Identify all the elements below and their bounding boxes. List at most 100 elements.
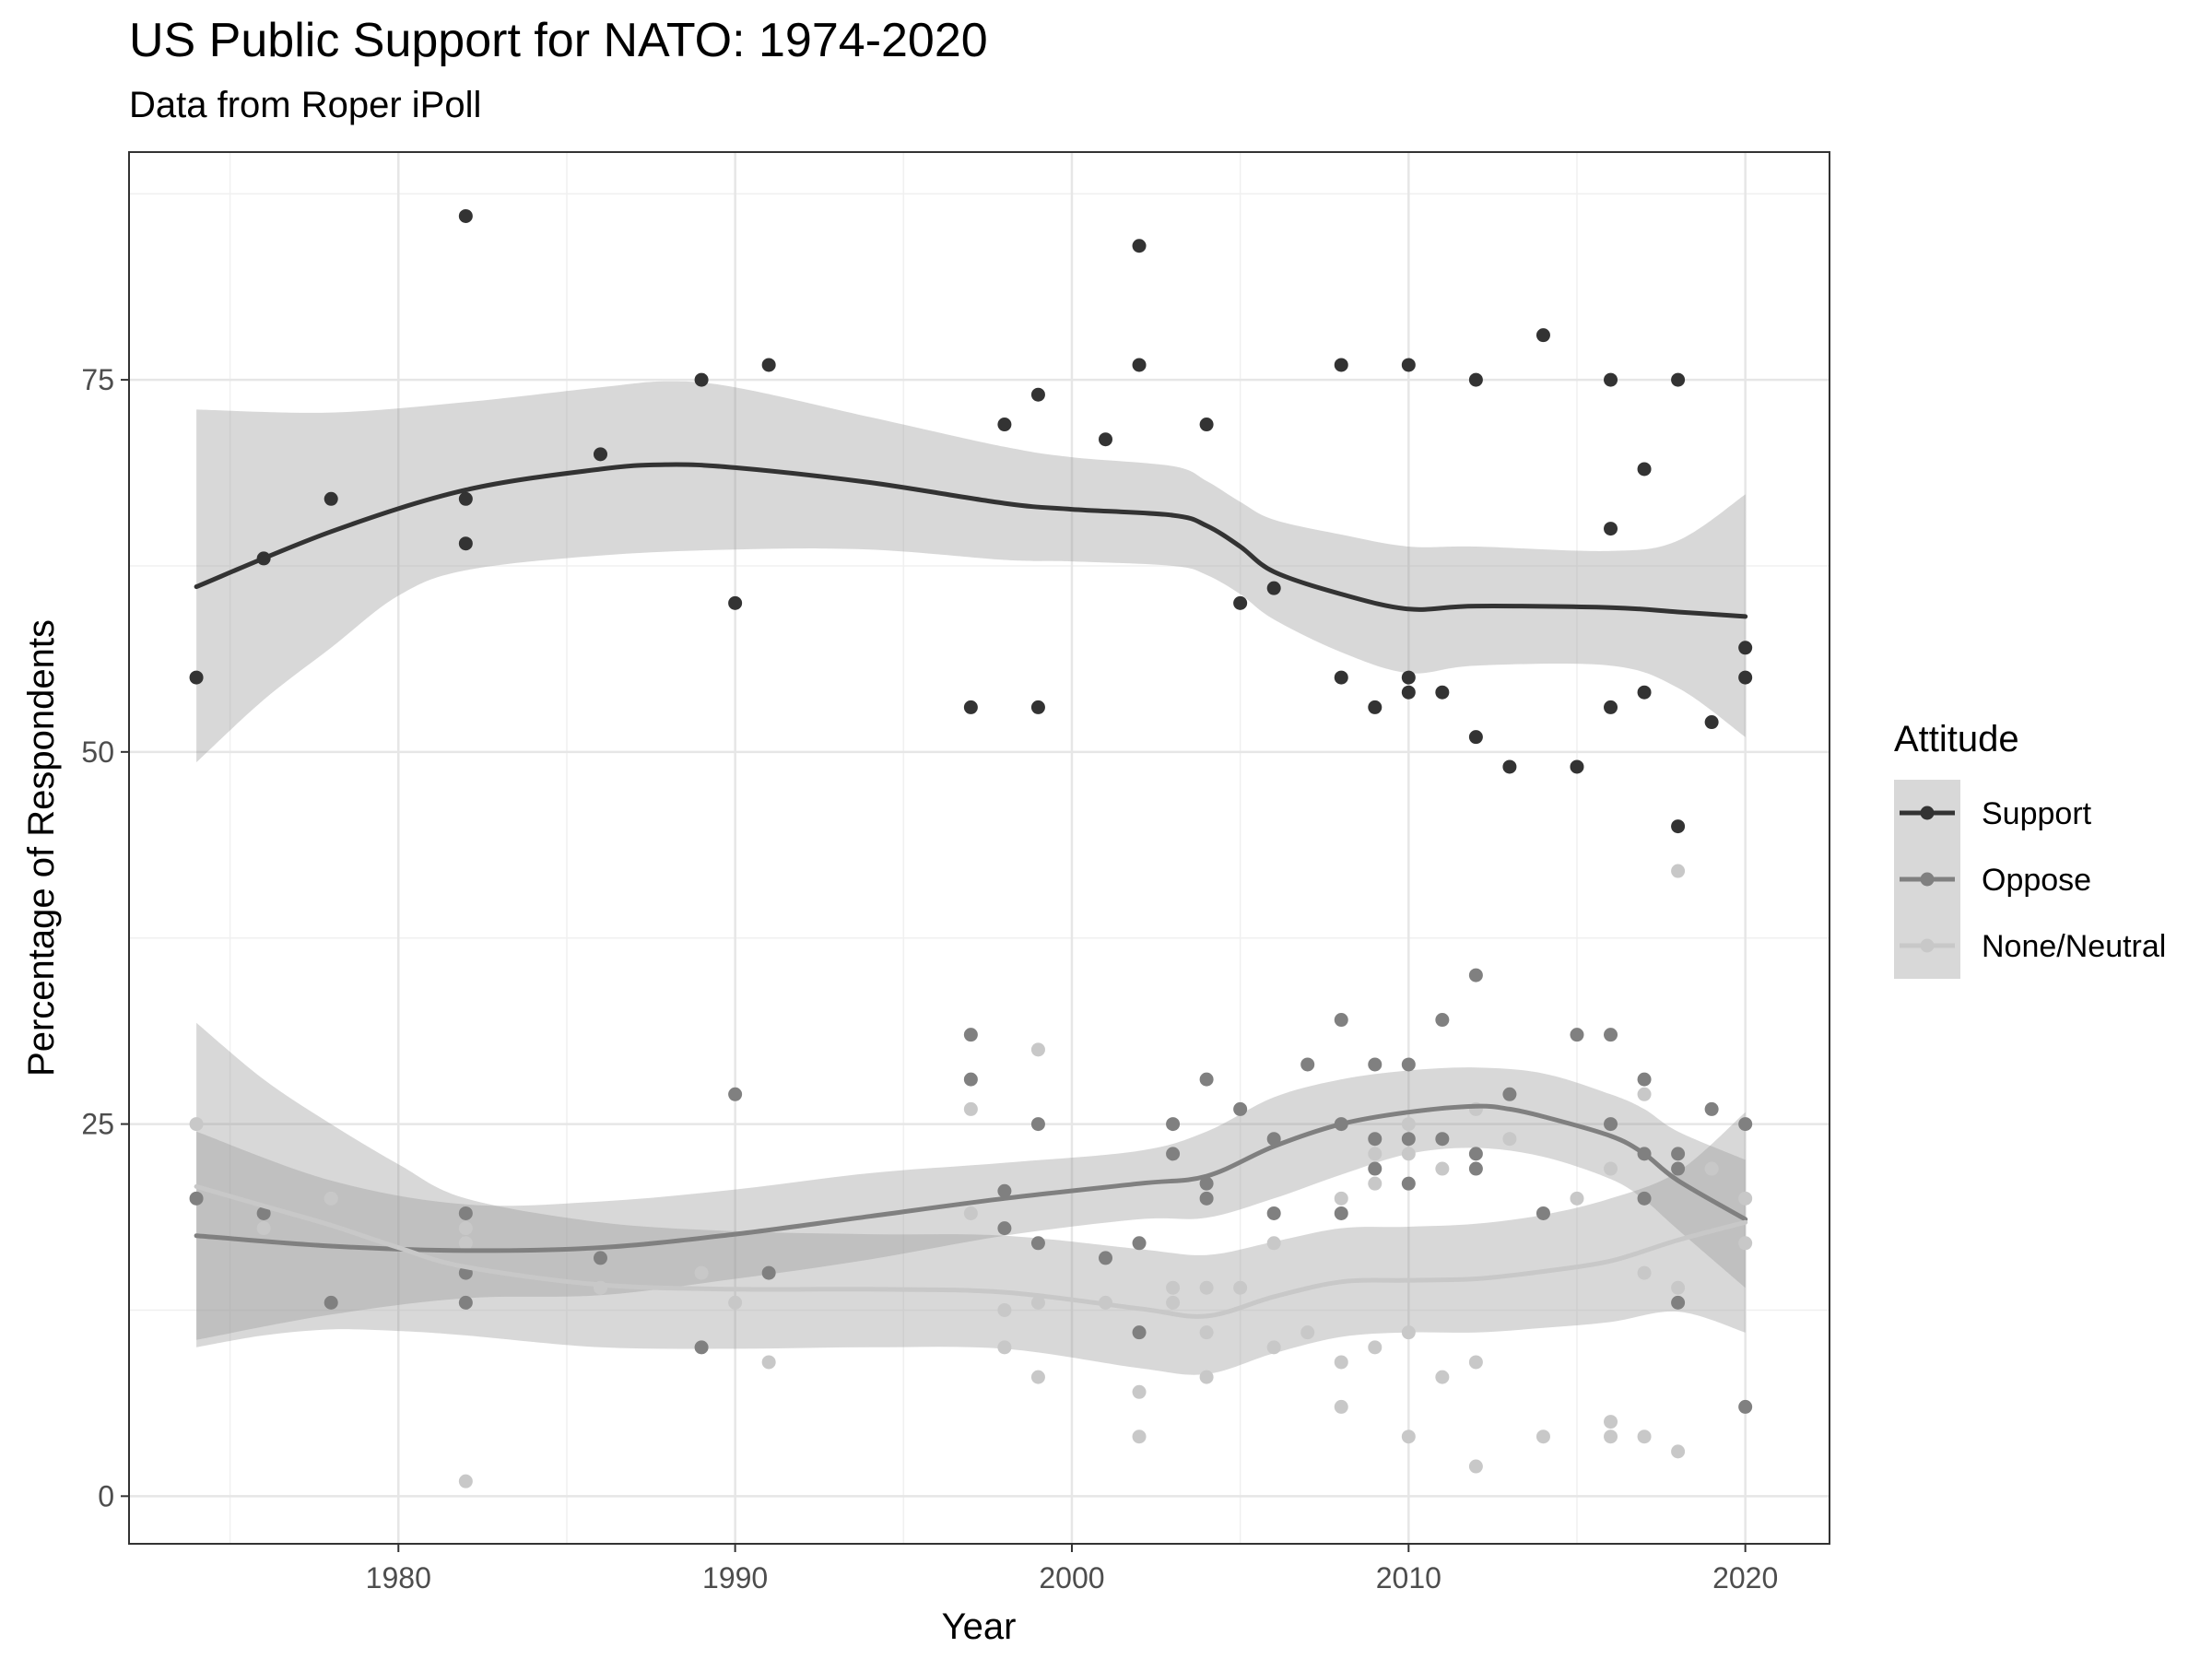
point-support (1637, 462, 1652, 477)
point-support (1401, 670, 1416, 685)
grid-layer (129, 152, 1830, 1544)
point-support (1738, 670, 1753, 685)
point-support (1401, 685, 1416, 700)
chart-subtitle: Data from Roper iPoll (129, 85, 482, 125)
point-none-neutral (1199, 1370, 1214, 1384)
legend-label-none-neutral: None/Neutral (1982, 929, 2166, 964)
point-none-neutral (694, 1265, 709, 1280)
y-axis-ticks: 0 25 50 75 (81, 363, 129, 1512)
point-none-neutral (1671, 864, 1686, 878)
point-none-neutral (1334, 1191, 1348, 1206)
point-oppose (1604, 1028, 1618, 1042)
trend-line-oppose (194, 1103, 1748, 1253)
point-none-neutral (1738, 1191, 1753, 1206)
point-support (1368, 700, 1382, 714)
point-none-neutral (1334, 1355, 1348, 1370)
point-none-neutral (1704, 1161, 1719, 1176)
point-support (1099, 432, 1113, 447)
point-none-neutral (1030, 1042, 1045, 1057)
point-support (1199, 418, 1214, 432)
point-none-neutral (1604, 1430, 1618, 1444)
point-oppose (1132, 1325, 1147, 1340)
point-oppose (1738, 1117, 1753, 1132)
point-oppose (1199, 1176, 1214, 1191)
y-axis-label: Percentage of Respondents (21, 619, 62, 1077)
point-support (997, 418, 1012, 432)
point-support (1233, 595, 1248, 610)
point-oppose (997, 1221, 1012, 1236)
point-oppose (728, 1087, 743, 1101)
point-support (1570, 759, 1584, 774)
legend-title: Attitude (1894, 719, 2019, 759)
legend-point-support (1920, 806, 1935, 820)
point-oppose (1671, 1147, 1686, 1161)
point-none-neutral (1030, 1370, 1045, 1384)
point-none-neutral (1266, 1340, 1281, 1355)
band-none-neutral (196, 1022, 1746, 1375)
point-oppose (1468, 1147, 1483, 1161)
point-oppose (963, 1072, 978, 1087)
point-none-neutral (1401, 1147, 1416, 1161)
point-support (1738, 641, 1753, 655)
panel-background (129, 152, 1830, 1544)
legend: Attitude Support Oppose None/Neutral (1894, 719, 2166, 979)
point-oppose (694, 1340, 709, 1355)
point-support (1132, 239, 1147, 253)
point-support (1704, 715, 1719, 730)
point-support (728, 595, 743, 610)
point-oppose (1132, 1236, 1147, 1251)
point-oppose (1166, 1147, 1181, 1161)
point-none-neutral (256, 1221, 271, 1236)
point-oppose (324, 1295, 338, 1310)
point-oppose (1401, 1176, 1416, 1191)
point-none-neutral (1604, 1415, 1618, 1430)
point-oppose (1199, 1191, 1214, 1206)
point-oppose (1030, 1236, 1045, 1251)
legend-keys: Support Oppose None/Neutral (1894, 780, 2166, 979)
point-support (1132, 358, 1147, 372)
point-support (1266, 581, 1281, 595)
point-oppose (1502, 1087, 1517, 1101)
trend-line-support (194, 462, 1748, 619)
x-tick-label: 1980 (366, 1561, 431, 1594)
point-none-neutral (1468, 1459, 1483, 1474)
point-oppose (1435, 1013, 1450, 1028)
x-tick-label: 2000 (1039, 1561, 1104, 1594)
point-oppose (1401, 1132, 1416, 1147)
point-none-neutral (1671, 1444, 1686, 1459)
point-oppose (1435, 1132, 1450, 1147)
point-none-neutral (1570, 1191, 1584, 1206)
point-oppose (1334, 1206, 1348, 1220)
point-oppose (1233, 1101, 1248, 1116)
point-none-neutral (761, 1355, 776, 1370)
point-none-neutral (1502, 1132, 1517, 1147)
point-none-neutral (1468, 1355, 1483, 1370)
point-oppose (1300, 1057, 1315, 1072)
trend-line-none-neutral (194, 1183, 1748, 1319)
point-support (1468, 730, 1483, 745)
point-none-neutral (458, 1221, 473, 1236)
trend-lines (194, 462, 1748, 1319)
point-support (324, 491, 338, 506)
point-none-neutral (1535, 1430, 1550, 1444)
point-support (458, 491, 473, 506)
point-oppose (1334, 1013, 1348, 1028)
point-support (761, 358, 776, 372)
point-support (694, 372, 709, 387)
legend-point-oppose (1920, 872, 1935, 887)
point-oppose (1468, 1161, 1483, 1176)
point-oppose (1704, 1101, 1719, 1116)
point-oppose (1671, 1295, 1686, 1310)
y-tick-label: 50 (81, 735, 114, 769)
point-support (458, 536, 473, 551)
point-none-neutral (1401, 1430, 1416, 1444)
point-none-neutral (324, 1191, 338, 1206)
point-support (1468, 372, 1483, 387)
point-support (593, 447, 607, 462)
point-oppose (458, 1295, 473, 1310)
point-none-neutral (963, 1101, 978, 1116)
point-support (1401, 358, 1416, 372)
x-axis-ticks: 1980 1990 2000 2010 2020 (366, 1544, 1778, 1594)
point-oppose (458, 1206, 473, 1220)
point-none-neutral (1166, 1280, 1181, 1295)
